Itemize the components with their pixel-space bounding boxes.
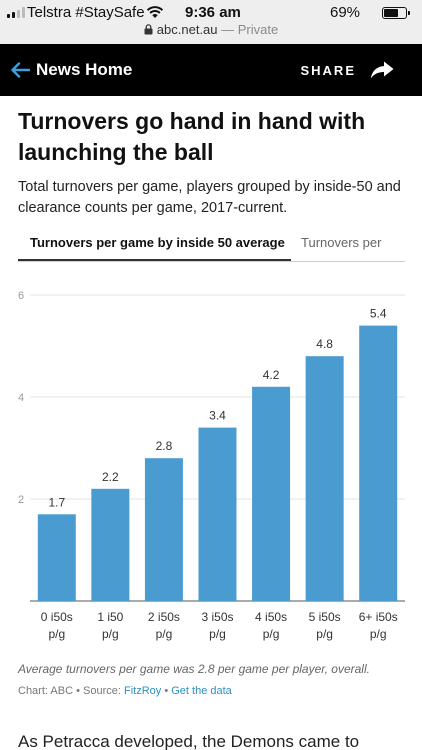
- x-category-label: p/g: [316, 627, 333, 641]
- chart-tabs: Turnovers per game by inside 50 average …: [18, 232, 405, 262]
- x-category-label: p/g: [156, 627, 173, 641]
- chart-headline: Turnovers go hand in hand with launching…: [18, 108, 366, 165]
- share-arrow-icon: [370, 61, 394, 79]
- bar-value-label: 1.7: [48, 495, 65, 509]
- y-tick-label: 2: [18, 494, 24, 506]
- lock-icon: [144, 24, 153, 35]
- bar: [359, 325, 398, 601]
- x-category-label: p/g: [102, 627, 119, 641]
- bar: [37, 514, 76, 601]
- bar: [305, 356, 344, 601]
- bar-value-label: 2.8: [156, 439, 173, 453]
- x-category-label: p/g: [209, 627, 226, 641]
- x-category-label: 6+ i50s: [359, 610, 398, 624]
- x-category-label: 1 i50: [97, 610, 123, 624]
- x-category-label: p/g: [48, 627, 65, 641]
- cellular-signal-icon: [7, 7, 25, 18]
- news-home-back-button[interactable]: News Home: [10, 60, 132, 80]
- x-category-label: 5 i50s: [309, 610, 341, 624]
- top-nav-bar: News Home SHARE: [0, 44, 422, 96]
- source-link-fitzroy[interactable]: FitzRoy: [123, 685, 162, 697]
- get-the-data-link[interactable]: Get the data: [171, 685, 232, 697]
- carrier-label: Telstra #StaySafe: [27, 4, 145, 21]
- article-body-text: As Petracca developed, the Demons came t…: [18, 732, 360, 750]
- y-tick-label: 4: [18, 392, 24, 404]
- chart-subtitle: Total turnovers per game, players groupe…: [18, 179, 401, 216]
- x-category-label: p/g: [263, 627, 280, 641]
- battery-icon: [382, 7, 410, 19]
- tab-turnovers-per[interactable]: Turnovers per: [301, 235, 382, 250]
- url-text: abc.net.au: [156, 22, 218, 37]
- bar: [252, 386, 291, 601]
- x-category-label: 4 i50s: [255, 610, 287, 624]
- credit-separator: •: [164, 685, 172, 697]
- back-label: News Home: [36, 60, 133, 79]
- x-category-label: 3 i50s: [201, 610, 233, 624]
- address-bar[interactable]: abc.net.au — Private: [0, 22, 422, 37]
- bar-chart-svg: 2 4 6 1.7 0 i50s p/g 2.2 1 i50 p/g 2.8 2 i50s p/g 3.…: [18, 290, 405, 641]
- x-category-label: 0 i50s: [41, 610, 73, 624]
- source-label: Source:: [83, 685, 124, 697]
- tab-turnovers-by-inside-50[interactable]: Turnovers per game by inside 50 average: [18, 235, 291, 261]
- wifi-icon: [146, 5, 164, 23]
- x-category-label: p/g: [370, 627, 387, 641]
- bar-value-label: 4.2: [263, 368, 280, 382]
- bar: [144, 458, 183, 601]
- chart-credits: Chart: ABC • Source: FitzRoy • Get the d…: [18, 685, 232, 697]
- status-bar: Telstra #StaySafe 9:36 am 69% abc.net.au…: [0, 0, 422, 44]
- clock: 9:36 am: [185, 4, 241, 21]
- bar: [198, 427, 237, 601]
- x-category-label: 2 i50s: [148, 610, 180, 624]
- bar-chart: 2 4 6 1.7 0 i50s p/g 2.2 1 i50 p/g 2.8 2 i50s p/g 3.…: [0, 280, 422, 650]
- bar-value-label: 3.4: [209, 409, 226, 423]
- chart-credit: Chart: ABC: [18, 685, 74, 697]
- bar-value-label: 2.2: [102, 470, 119, 484]
- credit-separator: •: [76, 685, 84, 697]
- share-label: SHARE: [300, 62, 356, 78]
- share-button[interactable]: SHARE: [300, 61, 394, 79]
- private-mode-label: — Private: [217, 22, 279, 37]
- bar-value-label: 5.4: [370, 307, 387, 321]
- y-tick-label: 6: [18, 290, 24, 302]
- chart-footnote: Average turnovers per game was 2.8 per g…: [18, 662, 370, 676]
- bar: [91, 488, 130, 601]
- battery-percentage: 69%: [330, 4, 361, 21]
- bar-value-label: 4.8: [316, 337, 333, 351]
- back-arrow-icon: [11, 62, 30, 78]
